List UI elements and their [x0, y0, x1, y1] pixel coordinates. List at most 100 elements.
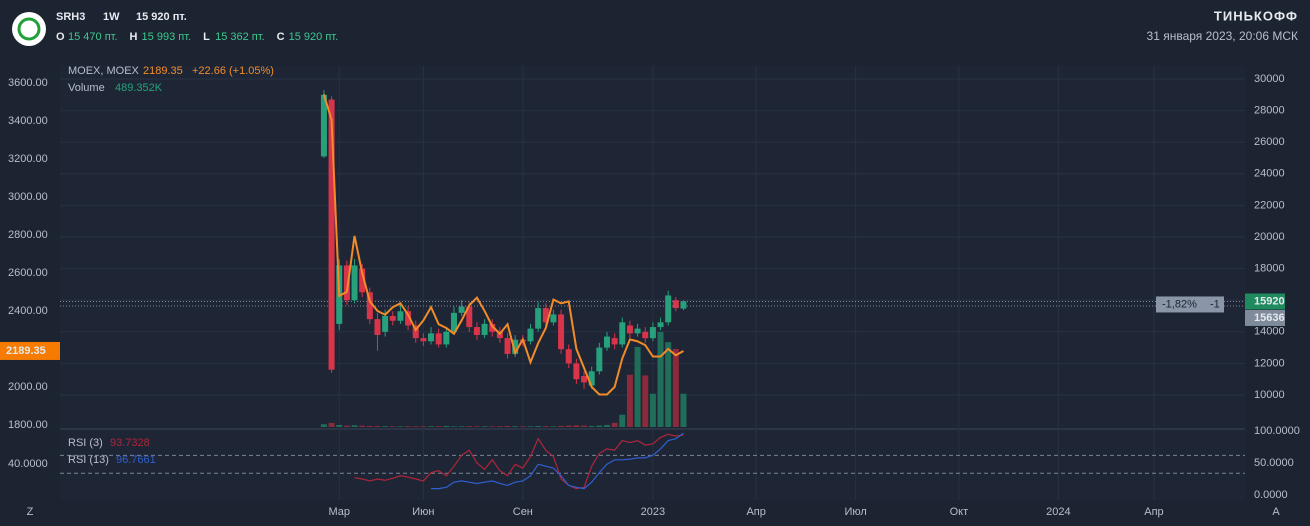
ohlc-key: C	[277, 31, 285, 43]
candle-body	[588, 371, 595, 386]
candle-body	[473, 327, 480, 335]
candle-body	[558, 314, 565, 350]
corner: A	[1272, 506, 1280, 518]
candle-body	[389, 316, 396, 321]
rsi-legend-value: 93.7328	[110, 437, 150, 449]
y2-tick-label: 2400.00	[8, 305, 48, 317]
y-tick-label: 20000	[1254, 231, 1285, 243]
volume-bar	[320, 424, 327, 427]
volume-bar	[366, 425, 373, 427]
volume-bar	[565, 425, 572, 427]
candle-body	[619, 322, 626, 345]
moex-line	[322, 94, 684, 396]
ohlc-value: 15 362 пт.	[215, 31, 265, 43]
volume-bar	[336, 424, 343, 427]
ohlc-value: 15 920 пт.	[289, 31, 339, 43]
y2-tick-label: 3200.00	[8, 153, 48, 165]
volume-bar	[619, 414, 626, 427]
y2-tick-label: 3400.00	[8, 115, 48, 127]
candle-body	[366, 292, 373, 320]
y-tick-label: 12000	[1254, 357, 1285, 369]
y2-tick-label: 2600.00	[8, 267, 48, 279]
candle-body	[397, 311, 404, 321]
candle-body	[458, 306, 465, 313]
volume-bar	[328, 422, 335, 427]
rsi-line	[354, 433, 684, 490]
candle-body	[512, 339, 519, 354]
y-tick-label: 28000	[1254, 105, 1285, 117]
x-tick-label: Окт	[950, 506, 969, 518]
y2-tick-label: 3000.00	[8, 191, 48, 203]
count-tag-label: -1	[1210, 298, 1220, 310]
volume-bar	[611, 422, 618, 427]
candle-body	[450, 312, 457, 332]
volume-bar	[542, 426, 549, 427]
volume-bar	[359, 425, 366, 427]
y2-tag	[0, 341, 60, 360]
candle-body	[351, 265, 358, 301]
y2-tick-label: 2800.00	[8, 229, 48, 241]
interval: 1W	[103, 11, 120, 23]
volume-bar	[473, 426, 480, 427]
volume-bar	[672, 348, 679, 427]
price-tag-label: 15636	[1254, 312, 1285, 324]
candle-body	[665, 295, 672, 323]
rsi-left-label: 40.0000	[8, 458, 48, 470]
volume-bar	[466, 426, 473, 427]
volume-bar	[573, 425, 580, 427]
x-tick-label: Апр	[1144, 506, 1163, 518]
rsi-legend-name: RSI (3)	[68, 437, 103, 449]
corner: Z	[27, 506, 34, 518]
brand: ТИНЬКОФФ	[1214, 8, 1298, 23]
x-tick-label: Сен	[513, 506, 533, 518]
logo-mark	[17, 17, 41, 41]
candle-body	[542, 308, 549, 323]
candle-body	[382, 316, 389, 332]
candle-body	[405, 311, 412, 326]
ticker: SRH3	[56, 11, 85, 23]
candle-body	[642, 331, 649, 339]
volume-bar	[527, 426, 534, 427]
ohlc-key: H	[130, 31, 138, 43]
volume-bar	[428, 426, 435, 427]
volume-bar	[397, 426, 404, 427]
volume-bar	[382, 426, 389, 427]
x-tick-label: Июл	[844, 506, 866, 518]
volume-bar	[481, 426, 488, 427]
candle-body	[581, 376, 588, 383]
price-tag-label: 15920	[1254, 295, 1285, 307]
x-tick-label: Июн	[412, 506, 434, 518]
volume-bar	[496, 426, 503, 427]
change-tag	[1156, 296, 1224, 313]
volume-bar	[351, 425, 358, 427]
volume-bar	[450, 426, 457, 427]
y-tick-label: 10000	[1254, 389, 1285, 401]
legend-volume-value: 489.352K	[115, 82, 163, 94]
rsi-tick-label: 100.0000	[1254, 425, 1300, 437]
price-tag	[1245, 293, 1285, 310]
ohlc-value: 15 470 пт.	[68, 31, 118, 43]
candle-body	[634, 328, 641, 334]
rsi-tick-label: 0.0000	[1254, 489, 1288, 501]
candle-body	[466, 306, 473, 328]
volume-bar	[558, 425, 565, 427]
volume-bar	[389, 426, 396, 427]
legend-volume: Volume	[68, 82, 105, 94]
candle-body	[565, 349, 572, 364]
y-tick-label: 18000	[1254, 263, 1285, 275]
rsi-legend-value: 96.7661	[116, 454, 156, 466]
volume-bar	[420, 426, 427, 427]
volume-bar	[374, 425, 381, 427]
y2-tick-label: 3600.00	[8, 77, 48, 89]
candle-body	[420, 338, 427, 342]
legend-moex: MOEX, MOEX	[68, 65, 140, 77]
change-tag-label: -1,82%	[1162, 298, 1197, 310]
ohlc-key: L	[203, 31, 210, 43]
candle-body	[603, 336, 610, 348]
volume-bar	[435, 426, 442, 427]
volume-bar	[680, 393, 687, 427]
candle-body	[649, 327, 656, 339]
candle-body	[573, 363, 580, 380]
rsi-line	[431, 432, 684, 490]
